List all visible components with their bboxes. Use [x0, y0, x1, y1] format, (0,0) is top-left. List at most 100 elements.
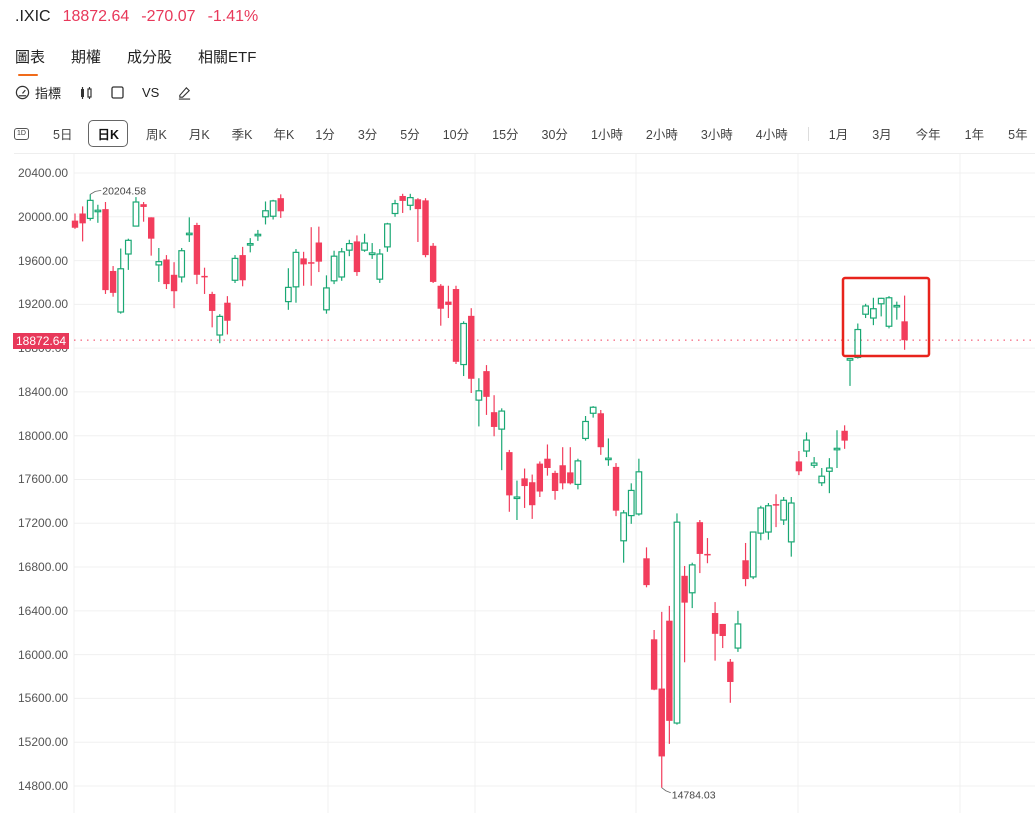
- candle-body-up: [384, 223, 391, 248]
- high-annotation-leader: [90, 189, 102, 195]
- candle-body-up: [604, 457, 612, 461]
- compare-button[interactable]: VS: [142, 85, 160, 100]
- candle-body-down: [483, 371, 490, 397]
- period-2h[interactable]: 2小時: [645, 128, 678, 142]
- square-icon: [111, 86, 124, 99]
- main-tabs: 圖表 期權 成分股 相關ETF: [15, 46, 257, 76]
- range-3m[interactable]: 3月: [872, 128, 892, 142]
- candle-body-up: [246, 243, 254, 246]
- range-ytd[interactable]: 今年: [915, 128, 941, 142]
- chart-type-button[interactable]: [79, 86, 93, 100]
- candle-body-up: [513, 496, 521, 500]
- candle-body-down: [170, 274, 178, 292]
- candle-body-down: [643, 558, 650, 586]
- candle-body-down: [650, 639, 658, 690]
- candle-body-up: [627, 489, 635, 517]
- period-bar: 1D 5日 日K 周K 月K 季K 年K 1分 3分 5分 10分 15分 30…: [14, 120, 1035, 147]
- period-3min[interactable]: 3分: [357, 128, 378, 142]
- candle-body-up: [338, 251, 346, 278]
- candle-body-down: [201, 275, 208, 278]
- highlight-box: [841, 276, 931, 358]
- candle-body-down: [704, 553, 711, 556]
- candle-body-up: [254, 233, 262, 237]
- range-1y[interactable]: 1年: [964, 128, 985, 142]
- period-quarterly[interactable]: 季K: [231, 128, 253, 142]
- candle-body-up: [391, 203, 399, 215]
- candle-body-down: [658, 688, 665, 757]
- tab-chart[interactable]: 圖表: [15, 46, 45, 76]
- period-5d[interactable]: 5日: [53, 128, 73, 142]
- period-1h[interactable]: 1小時: [590, 128, 623, 142]
- period-10min[interactable]: 10分: [442, 128, 470, 142]
- tab-options[interactable]: 期權: [71, 49, 102, 66]
- candle-body-up: [368, 252, 376, 256]
- period-daily[interactable]: 日K: [88, 120, 128, 147]
- candle-body-up: [323, 287, 330, 311]
- period-separator: [807, 126, 809, 141]
- candle-body-down: [772, 504, 780, 506]
- indicators-button[interactable]: 指標: [15, 83, 61, 102]
- candle-body-up: [688, 564, 696, 594]
- candle-body-up: [178, 250, 186, 278]
- candlestick-chart[interactable]: 20204.58 14784.03: [0, 154, 1035, 813]
- gauge-icon: [15, 85, 30, 100]
- period-1min[interactable]: 1分: [315, 128, 335, 142]
- period-monthly[interactable]: 月K: [188, 128, 210, 142]
- period-yearly[interactable]: 年K: [273, 128, 295, 142]
- y-tick-label: 20000.00: [18, 209, 69, 224]
- candle-body-up: [734, 623, 742, 649]
- candle-body-up: [475, 390, 483, 401]
- candle-body-down: [353, 241, 361, 273]
- y-tick-label: 19600.00: [18, 253, 69, 268]
- candle-body-up: [117, 268, 125, 313]
- candle-body-down: [315, 242, 323, 262]
- pen-icon: [179, 86, 191, 100]
- candle-body-down: [300, 258, 307, 265]
- layout-button[interactable]: [111, 86, 124, 99]
- range-5y[interactable]: 5年: [1008, 128, 1028, 142]
- period-4h[interactable]: 4小時: [755, 128, 788, 142]
- candle-body-down: [567, 472, 574, 484]
- tab-constituents[interactable]: 成分股: [127, 49, 173, 66]
- candle-body-down: [521, 478, 528, 487]
- candle-body-up: [582, 420, 589, 440]
- candle-body-up: [262, 210, 269, 218]
- candle-body-up: [574, 460, 582, 486]
- y-tick-label: 17200.00: [18, 516, 69, 531]
- candle-body-down: [437, 285, 444, 309]
- period-30min[interactable]: 30分: [541, 128, 568, 142]
- draw-button[interactable]: [177, 85, 192, 100]
- candle-body-up: [284, 286, 292, 303]
- candle-body-down: [102, 209, 109, 291]
- period-3h[interactable]: 3小時: [700, 128, 733, 142]
- period-5min[interactable]: 5分: [400, 128, 420, 142]
- candle-body-down: [414, 199, 422, 210]
- candle-body-up: [589, 406, 597, 414]
- candle-body-down: [277, 198, 284, 212]
- candle-body-up: [361, 242, 368, 251]
- candle-body-up: [498, 410, 506, 430]
- candle-body-up: [846, 357, 854, 361]
- candle-body-down: [224, 302, 231, 321]
- candle-body-up: [216, 315, 224, 336]
- y-tick-label: 19200.00: [18, 297, 69, 312]
- y-tick-label: 16400.00: [18, 603, 69, 618]
- candle-body-up: [893, 304, 901, 308]
- candle-body-down: [193, 224, 201, 275]
- tab-related-etf[interactable]: 相關ETF: [198, 49, 257, 66]
- period-weekly[interactable]: 周K: [145, 128, 167, 142]
- indicators-label: 指標: [35, 86, 62, 101]
- range-1m[interactable]: 1月: [828, 128, 849, 142]
- candle-body-down: [666, 620, 673, 721]
- candle-body-down: [308, 262, 315, 264]
- candle-body-down: [422, 200, 429, 256]
- intraday-1d-icon[interactable]: 1D: [14, 127, 29, 140]
- candle-body-up: [132, 201, 140, 227]
- candle-body-down: [841, 430, 848, 441]
- period-15min[interactable]: 15分: [492, 128, 519, 142]
- candle-body-down: [727, 661, 734, 682]
- toolbar-divider: [14, 153, 1035, 154]
- candle-body-up: [330, 255, 338, 282]
- price-change-pct: -1.41%: [207, 8, 259, 25]
- candle-body-down: [711, 613, 719, 634]
